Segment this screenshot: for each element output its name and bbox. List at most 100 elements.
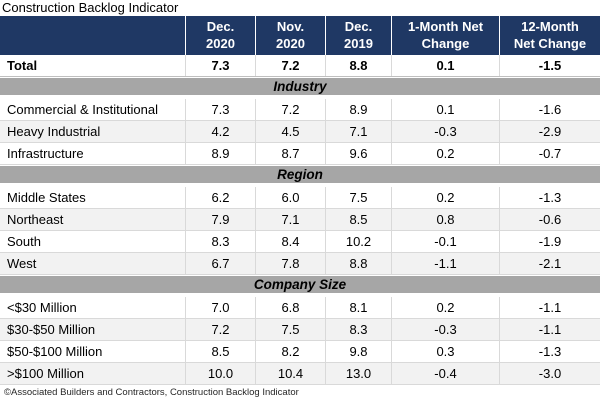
column-header-12-month-net-change: 12-Month Net Change xyxy=(499,16,600,55)
row-value: -1.9 xyxy=(499,231,600,252)
row-value: -1.1 xyxy=(391,253,499,274)
row-value: 10.0 xyxy=(185,363,255,384)
row-value: -0.3 xyxy=(391,121,499,142)
row-value: 7.5 xyxy=(325,187,391,208)
row-value: 8.3 xyxy=(325,319,391,340)
column-header-label: Nov. 2020 xyxy=(276,19,305,51)
row-value: 6.8 xyxy=(255,297,325,318)
row-label: <$30 Million xyxy=(7,300,77,315)
table-row: $30-$50 Million 7.2 7.5 8.3 -0.3 -1.1 xyxy=(0,319,600,341)
table-row: West 6.7 7.8 8.8 -1.1 -2.1 xyxy=(0,253,600,275)
table-row: Commercial & Institutional 7.3 7.2 8.9 0… xyxy=(0,99,600,121)
table-row-total: Total 7.3 7.2 8.8 0.1 -1.5 xyxy=(0,55,600,77)
row-value: 0.2 xyxy=(391,297,499,318)
row-value: -2.1 xyxy=(499,253,600,274)
row-value: 8.7 xyxy=(255,143,325,164)
table-row: >$100 Million 10.0 10.4 13.0 -0.4 -3.0 xyxy=(0,363,600,385)
row-value: 7.1 xyxy=(255,209,325,230)
row-value: -0.1 xyxy=(391,231,499,252)
row-value: 0.2 xyxy=(391,143,499,164)
column-header-label: Dec. 2019 xyxy=(344,19,373,51)
row-value: 8.9 xyxy=(185,143,255,164)
row-value: -0.3 xyxy=(391,319,499,340)
table-header-row: Dec. 2020 Nov. 2020 Dec. 2019 1-Month Ne… xyxy=(0,16,600,55)
row-value: -1.1 xyxy=(499,297,600,318)
row-value: 9.8 xyxy=(325,341,391,362)
row-value: 10.2 xyxy=(325,231,391,252)
row-value: 8.2 xyxy=(255,341,325,362)
row-value: -0.4 xyxy=(391,363,499,384)
backlog-table: Dec. 2020 Nov. 2020 Dec. 2019 1-Month Ne… xyxy=(0,16,600,385)
column-header-dec-2019: Dec. 2019 xyxy=(325,16,391,55)
row-value: 8.3 xyxy=(185,231,255,252)
table-row: South 8.3 8.4 10.2 -0.1 -1.9 xyxy=(0,231,600,253)
section-band-industry: Industry xyxy=(0,77,600,99)
row-label: Infrastructure xyxy=(7,146,84,161)
row-label: Middle States xyxy=(7,190,86,205)
row-value: -1.3 xyxy=(499,341,600,362)
row-value: 6.0 xyxy=(255,187,325,208)
row-label: >$100 Million xyxy=(7,366,84,381)
row-value: 9.6 xyxy=(325,143,391,164)
row-value: 6.2 xyxy=(185,187,255,208)
row-value: -1.3 xyxy=(499,187,600,208)
row-value: -1.5 xyxy=(499,55,600,76)
row-value: 13.0 xyxy=(325,363,391,384)
row-value: 8.4 xyxy=(255,231,325,252)
table-row: Infrastructure 8.9 8.7 9.6 0.2 -0.7 xyxy=(0,143,600,165)
row-value: -0.7 xyxy=(499,143,600,164)
table-row: Middle States 6.2 6.0 7.5 0.2 -1.3 xyxy=(0,187,600,209)
row-value: 4.5 xyxy=(255,121,325,142)
column-header-dec-2020: Dec. 2020 xyxy=(185,16,255,55)
row-label: $30-$50 Million xyxy=(7,322,96,337)
row-value: 7.2 xyxy=(255,99,325,120)
row-value: 7.3 xyxy=(185,99,255,120)
row-value: 7.0 xyxy=(185,297,255,318)
row-value: -3.0 xyxy=(499,363,600,384)
row-value: 4.2 xyxy=(185,121,255,142)
row-label: $50-$100 Million xyxy=(7,344,103,359)
row-value: 7.9 xyxy=(185,209,255,230)
row-value: 7.3 xyxy=(185,55,255,76)
row-value: 0.1 xyxy=(391,99,499,120)
row-value: 7.2 xyxy=(255,55,325,76)
page-title: Construction Backlog Indicator xyxy=(2,0,179,15)
column-header-label: 1-Month Net Change xyxy=(407,19,484,51)
row-value: 0.1 xyxy=(391,55,499,76)
row-value: 7.5 xyxy=(255,319,325,340)
row-value: 8.9 xyxy=(325,99,391,120)
row-label: Commercial & Institutional xyxy=(7,102,158,117)
row-value: -0.6 xyxy=(499,209,600,230)
column-header-nov-2020: Nov. 2020 xyxy=(255,16,325,55)
table-row: Northeast 7.9 7.1 8.5 0.8 -0.6 xyxy=(0,209,600,231)
row-value: 7.2 xyxy=(185,319,255,340)
row-value: 7.8 xyxy=(255,253,325,274)
row-value: -2.9 xyxy=(499,121,600,142)
row-value: 10.4 xyxy=(255,363,325,384)
table-row: <$30 Million 7.0 6.8 8.1 0.2 -1.1 xyxy=(0,297,600,319)
row-value: 7.1 xyxy=(325,121,391,142)
row-label: South xyxy=(7,234,41,249)
row-value: 0.2 xyxy=(391,187,499,208)
row-label: West xyxy=(7,256,37,271)
column-header-1-month-net-change: 1-Month Net Change xyxy=(391,16,499,55)
row-label: Northeast xyxy=(7,212,64,227)
column-header-label: Dec. 2020 xyxy=(206,19,235,51)
row-value: 8.8 xyxy=(325,55,391,76)
row-label: Heavy Industrial xyxy=(7,124,101,139)
row-value: -1.6 xyxy=(499,99,600,120)
row-value: 8.8 xyxy=(325,253,391,274)
table-row: $50-$100 Million 8.5 8.2 9.8 0.3 -1.3 xyxy=(0,341,600,363)
row-value: 8.1 xyxy=(325,297,391,318)
row-value: 0.3 xyxy=(391,341,499,362)
column-header-label: 12-Month Net Change xyxy=(513,19,587,51)
source-attribution: ©Associated Builders and Contractors, Co… xyxy=(4,387,299,398)
section-band-region: Region xyxy=(0,165,600,187)
row-value: 6.7 xyxy=(185,253,255,274)
row-value: 8.5 xyxy=(325,209,391,230)
row-label: Total xyxy=(7,58,38,73)
section-band-company-size: Company Size xyxy=(0,275,600,297)
row-value: 8.5 xyxy=(185,341,255,362)
column-header-empty xyxy=(0,16,185,55)
